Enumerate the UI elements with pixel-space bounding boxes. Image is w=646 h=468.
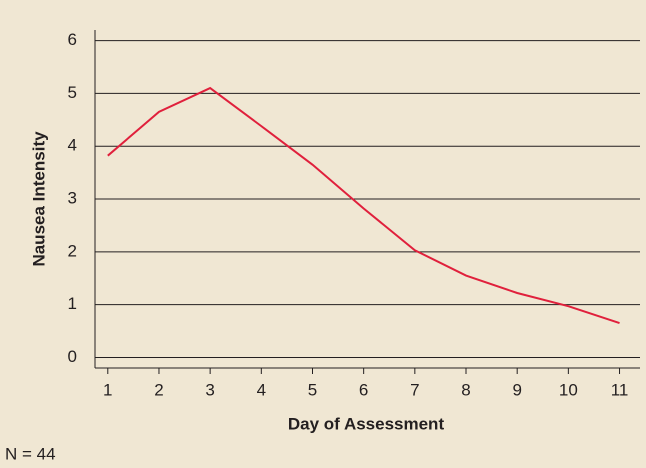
x-tick-label: 11	[611, 380, 629, 399]
x-tick-label: 9	[512, 380, 521, 399]
x-tick-label: 1	[103, 380, 112, 399]
y-tick-label: 1	[68, 294, 77, 313]
y-tick-label: 0	[68, 347, 77, 366]
line	[107, 86, 620, 325]
y-tick-label: 6	[68, 30, 77, 49]
x-tick-label: 7	[410, 380, 419, 399]
x-tick-label: 3	[205, 380, 214, 399]
x-tick-label: 5	[308, 380, 317, 399]
x-tick-label: 8	[461, 380, 470, 399]
y-axis-title: Nausea Intensity	[29, 131, 48, 267]
note: N = 44	[5, 444, 56, 463]
y-tick-label: 3	[68, 188, 77, 207]
y-tick-label: 2	[68, 241, 77, 260]
x-tick-label: 10	[559, 380, 578, 399]
x-axis-title: Day of Assessment	[288, 414, 445, 433]
y-tick-label: 5	[68, 83, 77, 102]
x-tick-label: 4	[257, 380, 266, 399]
y-tick-label: 4	[68, 136, 77, 155]
x-tick-label: 2	[154, 380, 163, 399]
x-tick-label: 6	[359, 380, 368, 399]
